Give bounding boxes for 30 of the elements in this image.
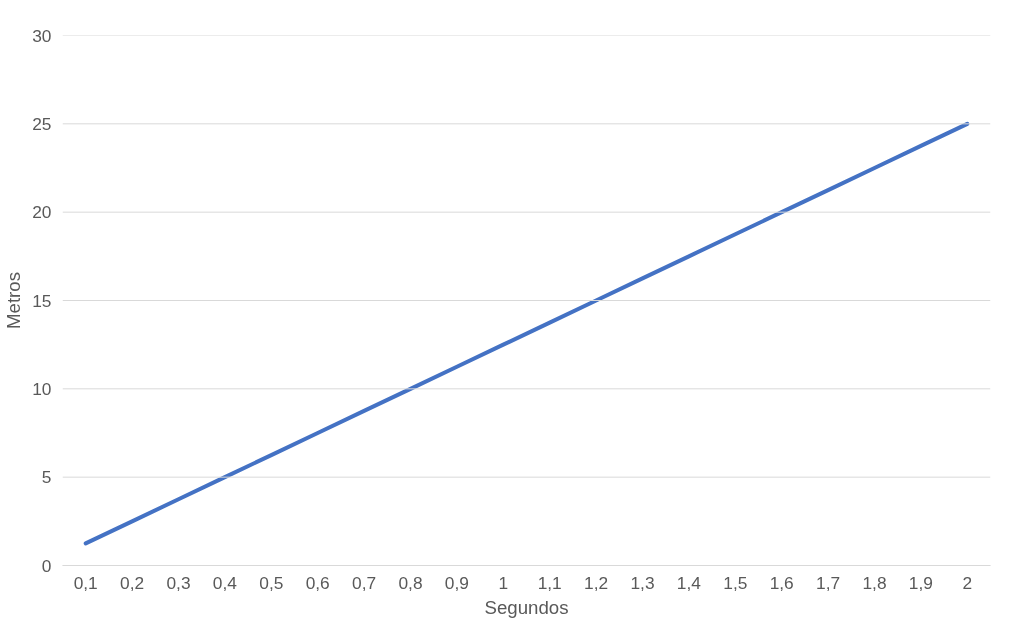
y-tick-label: 5 bbox=[41, 467, 52, 488]
x-tick-label: 1,1 bbox=[537, 572, 562, 593]
x-tick-label: 0,4 bbox=[212, 572, 238, 593]
y-tick-label: 30 bbox=[32, 25, 52, 46]
x-tick-label: 1 bbox=[498, 572, 509, 593]
y-tick-label: 10 bbox=[32, 378, 52, 399]
x-tick-label: 0,2 bbox=[120, 572, 145, 593]
y-tick-label: 0 bbox=[41, 555, 52, 576]
x-tick-label: 1,2 bbox=[584, 572, 609, 593]
y-tick-label: 25 bbox=[32, 113, 52, 134]
x-tick-label: 0,1 bbox=[73, 572, 98, 593]
x-tick-label: 0,8 bbox=[398, 572, 423, 593]
x-tick-label: 0,6 bbox=[305, 572, 330, 593]
x-tick-label: 1,7 bbox=[816, 572, 841, 593]
y-tick-label: 15 bbox=[32, 290, 52, 311]
x-tick-label: 0,5 bbox=[259, 572, 284, 593]
x-tick-label: 1,6 bbox=[769, 572, 794, 593]
x-tick-label: 0,9 bbox=[444, 572, 469, 593]
y-axis-title: Metros bbox=[3, 271, 25, 330]
line-series bbox=[83, 121, 970, 546]
x-tick-label: 0,7 bbox=[352, 572, 377, 593]
x-tick-label: 1,9 bbox=[908, 572, 933, 593]
x-tick-label: 0,3 bbox=[166, 572, 191, 593]
x-tick-label: 1,5 bbox=[723, 572, 748, 593]
x-tick-label: 1,8 bbox=[862, 572, 887, 593]
x-tick-label: 1,3 bbox=[630, 572, 655, 593]
x-tick-label: 2 bbox=[962, 572, 973, 593]
x-tick-label: 1,4 bbox=[676, 572, 702, 593]
x-axis-title: Segundos bbox=[484, 596, 569, 618]
y-tick-label: 20 bbox=[32, 202, 52, 223]
